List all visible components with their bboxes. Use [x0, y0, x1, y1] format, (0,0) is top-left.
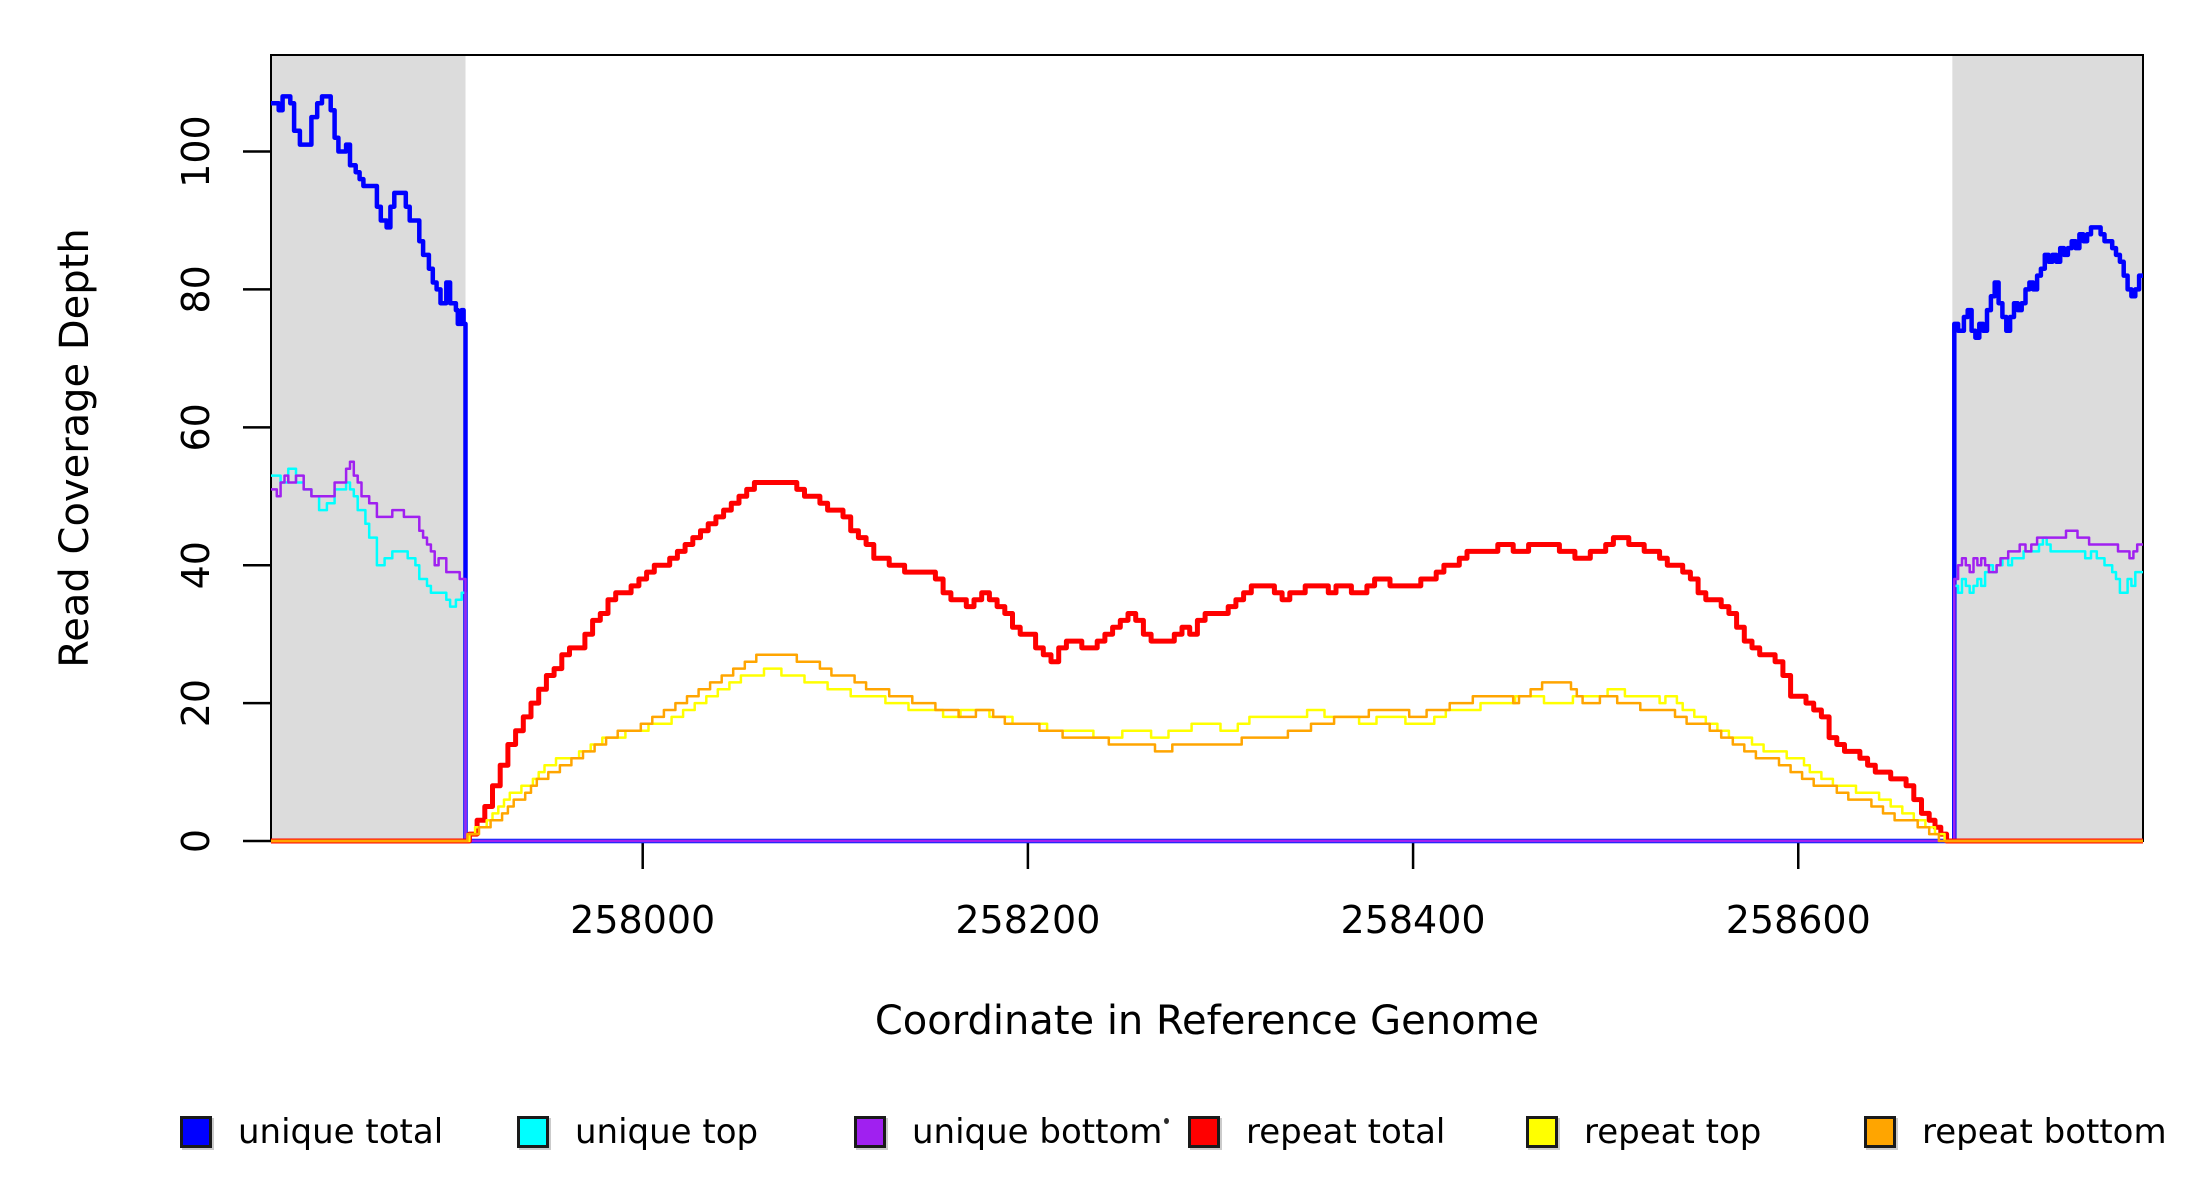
- series-line-repeat-total: [271, 480, 2143, 844]
- y-axis-label: Read Coverage Depth: [52, 228, 98, 668]
- y-tick-label: 40: [174, 541, 218, 589]
- x-tick-label: 258600: [1726, 898, 1871, 942]
- x-tick-label: 258000: [570, 898, 715, 942]
- stray-dot-artifact: [1164, 1118, 1169, 1124]
- legend-label: repeat total: [1246, 1112, 1446, 1152]
- x-axis-label: Coordinate in Reference Genome: [874, 998, 1540, 1044]
- y-tick-label: 100: [174, 115, 218, 188]
- legend-swatch-repeat-top: [1526, 1116, 1558, 1148]
- legend-swatch-unique-top: [517, 1116, 549, 1148]
- legend-swatch-unique-bottom: [854, 1116, 886, 1148]
- legend-swatch-unique-total: [180, 1116, 212, 1148]
- legend-swatch-repeat-total: [1188, 1116, 1220, 1148]
- legend-label: repeat bottom: [1922, 1112, 2167, 1152]
- legend-item-unique-top: unique top: [517, 1104, 758, 1160]
- y-tick-label: 80: [174, 265, 218, 313]
- legend-item-unique-bottom: unique bottom: [854, 1104, 1162, 1160]
- legend-label: unique total: [238, 1112, 444, 1152]
- series-line-unique-total: [271, 94, 2143, 844]
- y-tick-label: 20: [174, 679, 218, 727]
- legend-swatch-repeat-bottom: [1864, 1116, 1896, 1148]
- legend-label: unique top: [575, 1112, 759, 1152]
- x-tick-label: 258200: [955, 898, 1100, 942]
- legend: unique total unique top unique bottom repea…: [0, 1104, 2200, 1164]
- legend-item-repeat-total: repeat total: [1188, 1104, 1445, 1160]
- series-line-repeat-bottom: [271, 653, 2143, 843]
- series-line-unique-bottom: [271, 460, 2143, 843]
- shaded-region: [271, 55, 466, 841]
- series-line-unique-top: [271, 467, 2143, 843]
- legend-item-unique-total: unique total: [180, 1104, 443, 1160]
- legend-label: unique bottom: [912, 1112, 1163, 1152]
- legend-item-repeat-top: repeat top: [1526, 1104, 1761, 1160]
- shaded-region: [1952, 55, 2143, 841]
- x-tick-label: 258400: [1341, 898, 1486, 942]
- legend-label: repeat top: [1584, 1112, 1762, 1152]
- legend-item-repeat-bottom: repeat bottom: [1864, 1104, 2167, 1160]
- y-tick-label: 60: [174, 403, 218, 451]
- y-tick-label: 0: [174, 829, 218, 853]
